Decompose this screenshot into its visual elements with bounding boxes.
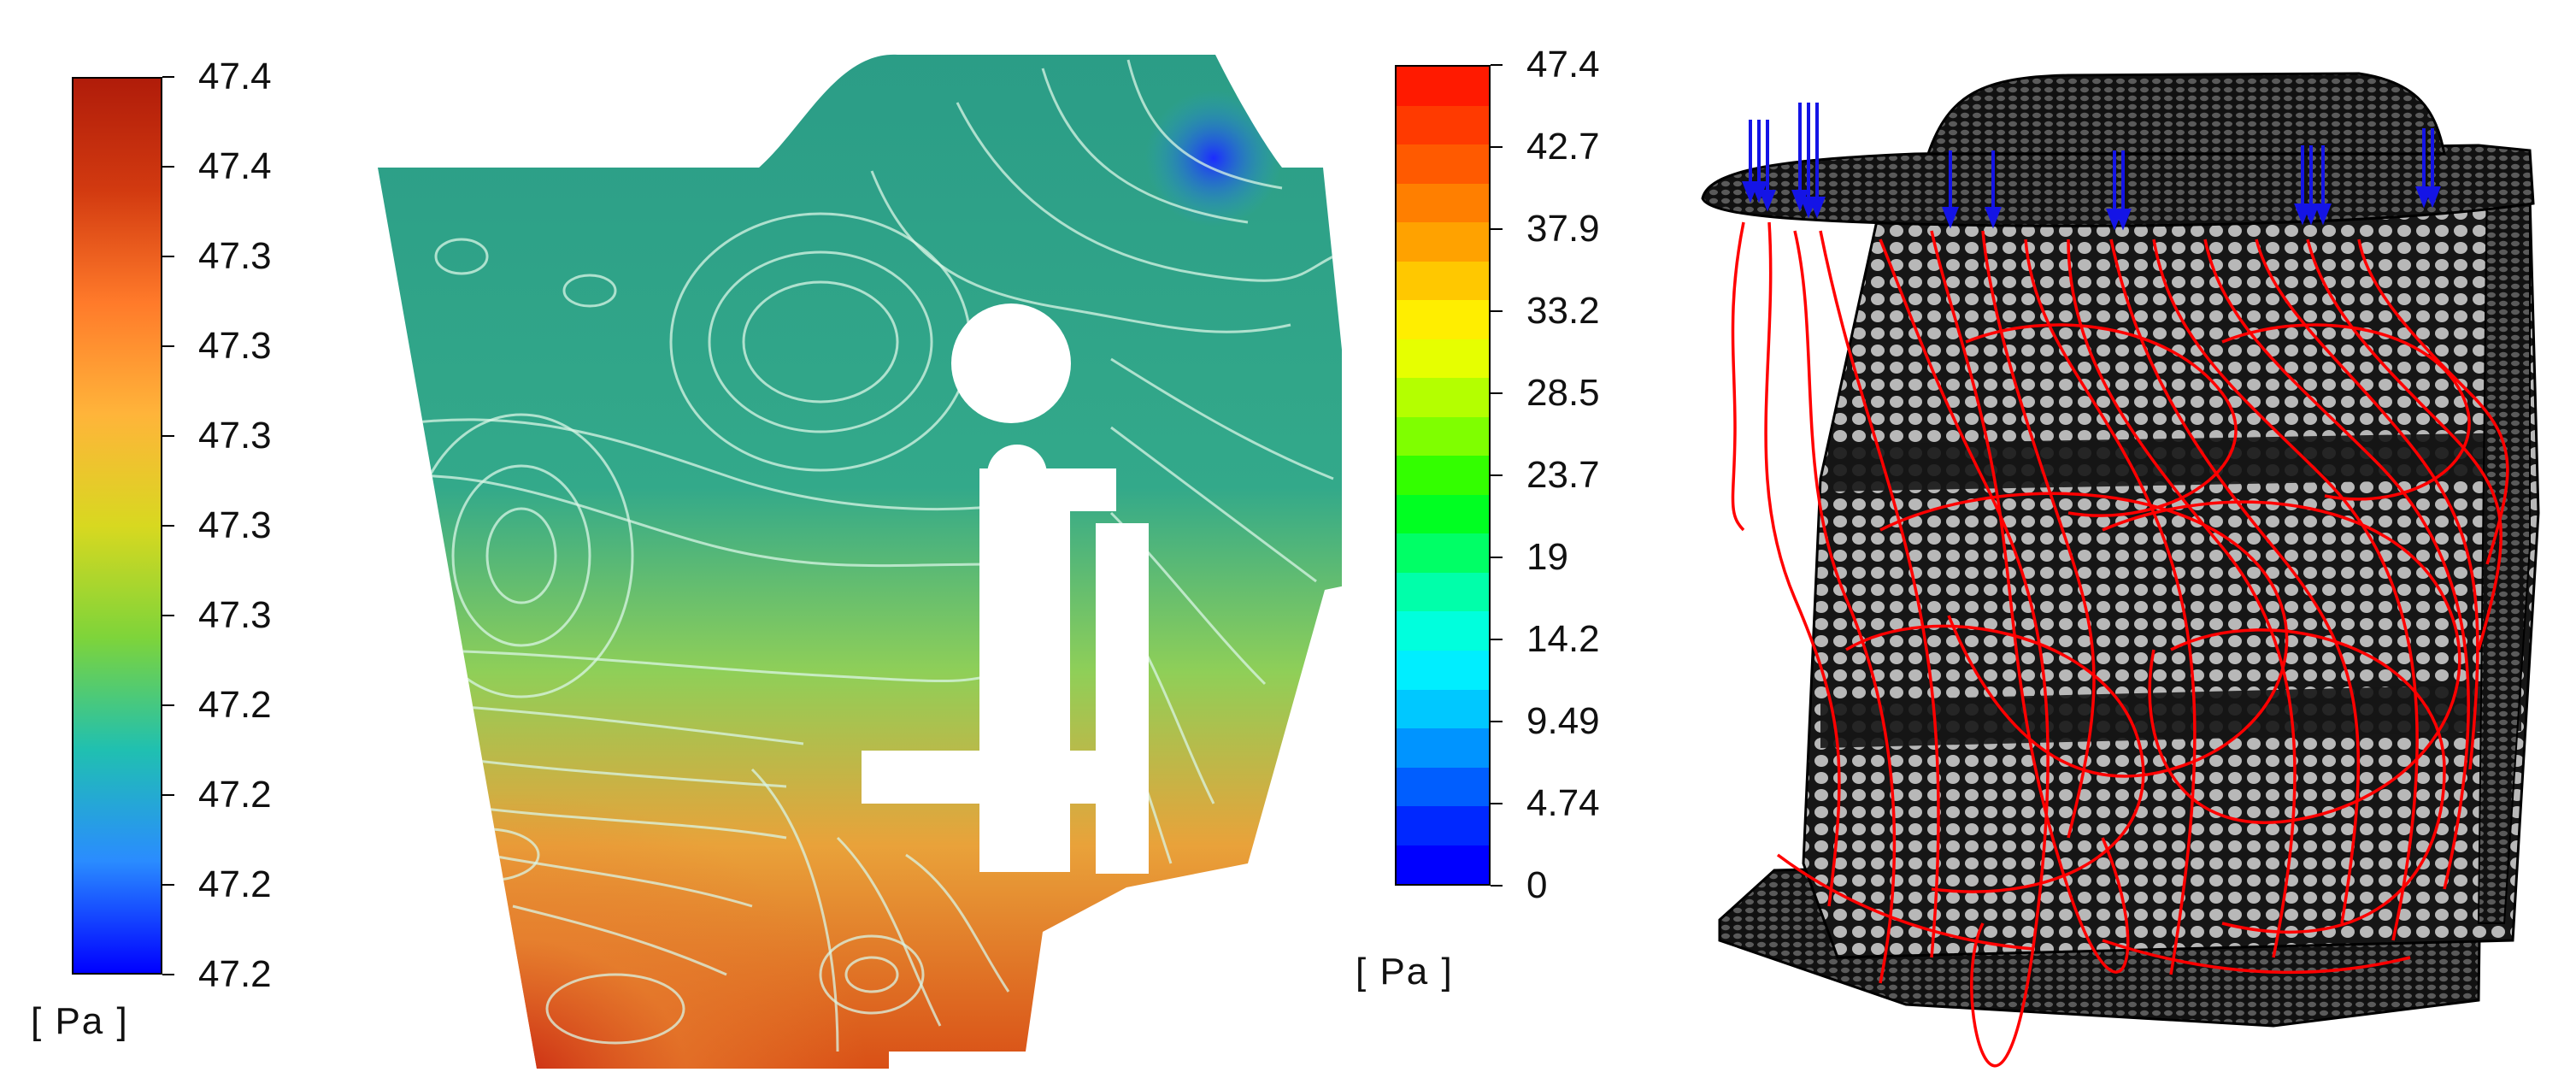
right-colorbar-tick	[1491, 803, 1503, 804]
right-colorbar-tick	[1491, 392, 1503, 394]
right-colorbar-band	[1397, 183, 1489, 223]
pressure-contour-plot	[359, 0, 1342, 1084]
right-colorbar-tick-label: 0	[1526, 864, 1548, 906]
left-colorbar-tick-label: 47.3	[198, 504, 272, 546]
right-colorbar-tick	[1491, 639, 1503, 640]
left-colorbar-unit: [ Pa ]	[31, 1000, 129, 1042]
streamline-mesh-view	[1624, 0, 2576, 1084]
right-colorbar-tick	[1491, 228, 1503, 230]
inlet-arrow	[2314, 145, 2332, 226]
left-colorbar-tick-label: 47.2	[198, 684, 272, 726]
right-colorbar-band	[1397, 767, 1489, 807]
inlet-arrow	[1808, 103, 1826, 219]
right-colorbar-band	[1397, 144, 1489, 184]
right-colorbar-band	[1397, 533, 1489, 573]
right-colorbar-band	[1397, 845, 1489, 885]
right-colorbar-tick	[1491, 146, 1503, 148]
left-colorbar-tick-label: 47.3	[198, 325, 272, 367]
right-colorbar-band	[1397, 456, 1489, 495]
right-colorbar-band	[1397, 339, 1489, 379]
left-colorbar	[72, 77, 162, 975]
right-colorbar-band	[1397, 611, 1489, 651]
inlet-arrows	[1742, 103, 2441, 231]
right-colorbar-band	[1397, 105, 1489, 145]
right-colorbar-tick-label: 28.5	[1526, 372, 1600, 414]
left-colorbar-tick-label: 47.4	[198, 145, 272, 187]
right-colorbar-band	[1397, 806, 1489, 845]
right-colorbar-tick-label: 9.49	[1526, 700, 1600, 742]
left-colorbar-tick	[162, 435, 174, 437]
obstacle-cutout	[862, 303, 1149, 874]
right-colorbar-tick	[1491, 310, 1503, 312]
left-colorbar-tick-label: 47.3	[198, 594, 272, 636]
left-colorbar-tick	[162, 794, 174, 796]
right-colorbar-band	[1397, 261, 1489, 301]
left-colorbar-tick-label: 47.3	[198, 415, 272, 457]
left-colorbar-tick	[162, 166, 174, 168]
right-colorbar-tick	[1491, 64, 1503, 66]
left-colorbar-tick-label: 47.2	[198, 863, 272, 905]
inlet-arrow	[1942, 150, 1959, 229]
left-colorbar-tick	[162, 76, 174, 78]
inlet-arrow	[2424, 128, 2441, 209]
right-colorbar-band	[1397, 728, 1489, 768]
streamline-mesh-svg	[1701, 72, 2540, 1068]
right-colorbar-panel: 47.4 42.7 37.9 33.2 28.5 23.7 19 14.2 9.49 4.74 0 …	[1342, 0, 1701, 1084]
pressure-contour-svg	[378, 54, 1342, 1069]
streamlines	[1731, 221, 2509, 1068]
right-colorbar	[1395, 65, 1491, 886]
right-colorbar-tick-label: 47.4	[1526, 44, 1600, 85]
right-colorbar-tick-label: 19	[1526, 536, 1568, 578]
right-colorbar-tick	[1491, 474, 1503, 476]
left-colorbar-tick-label: 47.3	[198, 235, 272, 277]
right-colorbar-band	[1397, 222, 1489, 262]
right-colorbar-band	[1397, 300, 1489, 339]
right-colorbar-band	[1397, 378, 1489, 417]
right-colorbar-band	[1397, 572, 1489, 612]
right-colorbar-band	[1397, 494, 1489, 534]
left-colorbar-tick	[162, 704, 174, 706]
mesh-body	[1701, 72, 2540, 1028]
right-colorbar-tick	[1491, 721, 1503, 722]
contour-field	[378, 54, 1342, 1069]
right-colorbar-band	[1397, 67, 1489, 106]
left-colorbar-tick-label: 47.2	[198, 953, 272, 995]
right-colorbar-tick-label: 42.7	[1526, 126, 1600, 168]
left-colorbar-tick	[162, 345, 174, 347]
right-colorbar-tick-label: 14.2	[1526, 618, 1600, 660]
left-colorbar-panel: 47.4 47.4 47.3 47.3 47.3 47.3 47.3 47.2 47.2 47.2…	[0, 0, 359, 1084]
left-colorbar-tick-label: 47.4	[198, 56, 272, 97]
left-colorbar-tick	[162, 615, 174, 616]
right-colorbar-tick-label: 37.9	[1526, 208, 1600, 250]
inlet-arrow	[2303, 145, 2320, 226]
right-colorbar-band	[1397, 416, 1489, 457]
right-colorbar-unit: [ Pa ]	[1356, 951, 1454, 993]
inlet-arrow	[2114, 150, 2132, 231]
right-colorbar-tick	[1491, 885, 1503, 887]
right-colorbar-tick-label: 4.74	[1526, 782, 1600, 824]
right-colorbar-tick-label: 23.7	[1526, 454, 1600, 496]
inlet-arrow	[1759, 120, 1776, 212]
left-colorbar-tick-label: 47.2	[198, 774, 272, 816]
inlet-arrow	[1750, 120, 1767, 203]
inlet-arrow	[1985, 150, 2002, 229]
right-colorbar-band	[1397, 650, 1489, 690]
right-colorbar-band	[1397, 689, 1489, 729]
right-colorbar-tick	[1491, 557, 1503, 558]
left-colorbar-tick	[162, 884, 174, 886]
inlet-arrow	[1791, 103, 1808, 212]
left-colorbar-tick	[162, 256, 174, 257]
left-colorbar-tick	[162, 974, 174, 975]
right-colorbar-tick-label: 33.2	[1526, 290, 1600, 332]
left-colorbar-tick	[162, 525, 174, 527]
